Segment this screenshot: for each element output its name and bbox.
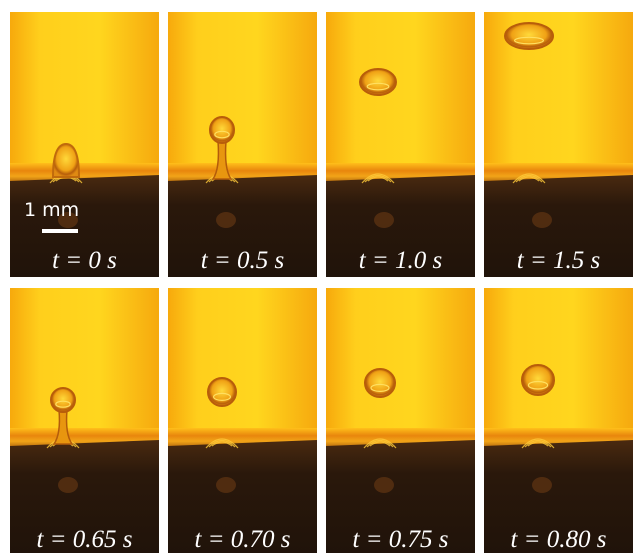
photo <box>168 288 317 553</box>
bubble <box>522 365 554 395</box>
time-label: t = 0.75 s <box>352 526 448 553</box>
bubble <box>210 117 234 143</box>
time-label: t = 0.80 s <box>510 526 606 553</box>
bubble <box>51 388 75 412</box>
scale-bar <box>42 229 78 233</box>
photo <box>484 288 633 553</box>
photo <box>168 12 317 277</box>
panel-grid: 1 mm t = 0 s t = 0.5 s t = 1.0 s t = 1.5 s t … <box>10 12 633 553</box>
figure: 1 mm t = 0 s t = 0.5 s t = 1.0 s t = 1.5 s t … <box>0 0 633 553</box>
photo-panel: 1 mm t = 0 s <box>10 12 159 277</box>
glow <box>532 477 552 493</box>
bubble <box>53 144 79 177</box>
photo <box>10 288 159 553</box>
bubble <box>208 378 236 406</box>
time-label: t = 0.5 s <box>201 247 285 274</box>
photo-panel: t = 1.5 s <box>484 12 633 277</box>
glow <box>374 477 394 493</box>
time-label: t = 0 s <box>52 247 117 274</box>
photo-panel: t = 0.5 s <box>168 12 317 277</box>
glow <box>58 477 78 493</box>
time-label: t = 0.70 s <box>194 526 290 553</box>
photo-panel: t = 0.65 s <box>10 288 159 553</box>
glow <box>216 212 236 228</box>
photo-panel: t = 0.80 s <box>484 288 633 553</box>
photo-panel: t = 0.70 s <box>168 288 317 553</box>
photo <box>484 12 633 277</box>
bubble <box>360 69 396 95</box>
photo <box>326 288 475 553</box>
photo-panel: t = 1.0 s <box>326 12 475 277</box>
photo <box>10 12 159 277</box>
glow <box>532 212 552 228</box>
time-label: t = 0.65 s <box>36 526 132 553</box>
bubble <box>365 369 395 397</box>
glow <box>374 212 394 228</box>
glow <box>216 477 236 493</box>
time-label: t = 1.0 s <box>359 247 443 274</box>
bubble <box>505 23 553 49</box>
time-label: t = 1.5 s <box>517 247 601 274</box>
photo <box>326 12 475 277</box>
photo-panel: t = 0.75 s <box>326 288 475 553</box>
scale-bar-label: 1 mm <box>24 199 79 221</box>
